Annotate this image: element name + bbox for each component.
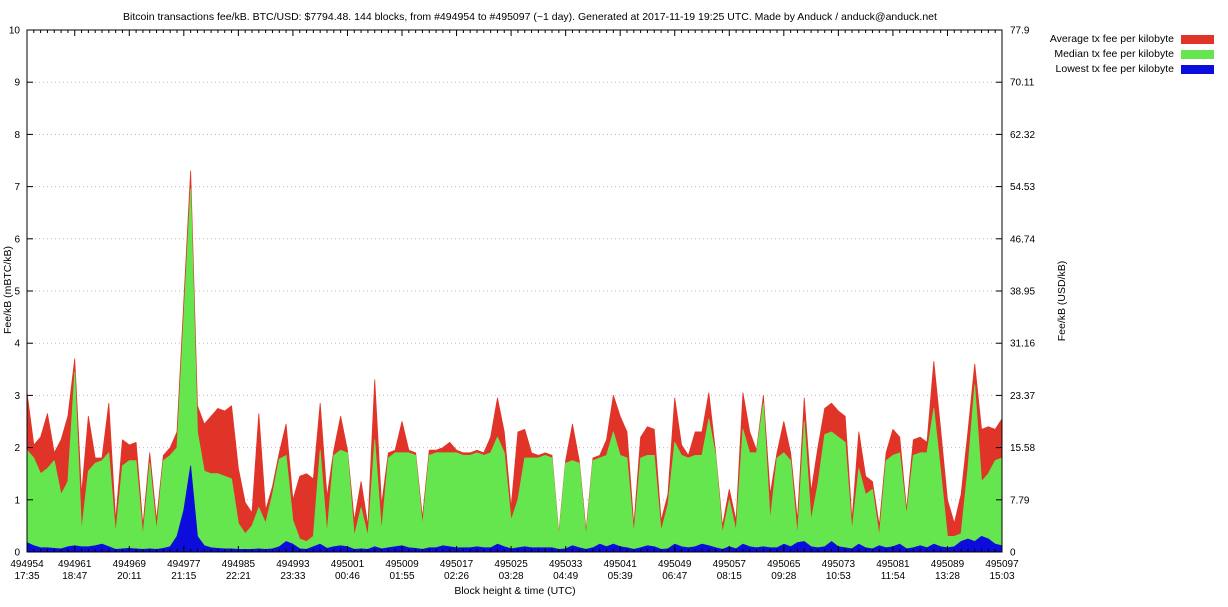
left-tick-label: 9 <box>14 78 20 89</box>
x-tick-time-label: 01:55 <box>389 571 414 582</box>
x-tick-time-label: 11:54 <box>881 571 906 582</box>
right-tick-label: 62.32 <box>1010 130 1035 141</box>
left-tick-label: 1 <box>14 495 20 506</box>
x-tick-block-label: 494969 <box>113 559 147 570</box>
legend-item: Average tx fee per kilobyte <box>1050 33 1214 45</box>
x-tick-time-label: 00:46 <box>335 571 360 582</box>
left-tick-label: 3 <box>14 391 20 402</box>
x-tick-block-label: 495097 <box>985 559 1019 570</box>
x-tick-time-label: 22:21 <box>226 571 251 582</box>
left-tick-label: 0 <box>14 548 20 559</box>
left-tick-label: 2 <box>14 443 20 454</box>
x-tick-block-label: 495025 <box>494 559 528 570</box>
x-tick-block-label: 494961 <box>58 559 92 570</box>
x-tick-time-label: 06:47 <box>662 571 687 582</box>
legend-swatch <box>1181 49 1214 59</box>
x-tick-block-label: 495081 <box>876 559 910 570</box>
x-tick-block-label: 495057 <box>713 559 747 570</box>
legend-label: Median tx fee per kilobyte <box>1054 48 1174 60</box>
x-tick-time-label: 17:35 <box>14 571 39 582</box>
x-tick-time-label: 13:28 <box>935 571 960 582</box>
x-tick-time-label: 02:26 <box>444 571 469 582</box>
x-tick-time-label: 20:11 <box>117 571 142 582</box>
legend-label: Lowest tx fee per kilobyte <box>1055 63 1174 75</box>
right-axis-title: Fee/kB (USD/kB) <box>1056 260 1068 342</box>
x-tick-time-label: 04:49 <box>553 571 578 582</box>
x-tick-time-label: 21:15 <box>171 571 196 582</box>
axis-tick-labels: 0 1 2 3 4 5 6 7 8 9 10 0 7.79 15.58 23.37 31.16 38.95 46.… <box>9 26 1036 583</box>
left-tick-label: 8 <box>14 130 20 141</box>
left-tick-label: 6 <box>14 234 20 245</box>
right-tick-label: 46.74 <box>1010 234 1035 245</box>
legend-label: Average tx fee per kilobyte <box>1049 33 1174 45</box>
legend: Average tx fee per kilobyte Median tx fee… <box>1050 33 1214 75</box>
x-tick-time-label: 10:53 <box>826 571 851 582</box>
x-tick-time-label: 05:39 <box>608 571 633 582</box>
x-tick-block-label: 495041 <box>603 559 637 570</box>
left-axis-title: Fee/kB (mBTC/kB) <box>2 245 14 335</box>
x-tick-time-label: 09:28 <box>771 571 796 582</box>
x-tick-block-label: 494993 <box>276 559 310 570</box>
right-tick-label: 23.37 <box>1010 391 1035 402</box>
right-tick-label: 38.95 <box>1010 287 1035 298</box>
x-tick-time-label: 23:33 <box>280 571 305 582</box>
x-tick-block-label: 495033 <box>549 559 583 570</box>
legend-item: Lowest tx fee per kilobyte <box>1050 63 1214 75</box>
x-tick-time-label: 15:03 <box>989 571 1014 582</box>
left-tick-label: 4 <box>14 339 20 350</box>
x-tick-block-label: 495073 <box>822 559 856 570</box>
x-tick-block-label: 495001 <box>331 559 365 570</box>
x-tick-block-label: 495049 <box>658 559 692 570</box>
x-tick-block-label: 494977 <box>167 559 201 570</box>
x-tick-block-label: 495009 <box>385 559 419 570</box>
x-tick-time-label: 03:28 <box>499 571 524 582</box>
right-tick-label: 70.11 <box>1010 78 1035 89</box>
x-tick-block-label: 495017 <box>440 559 474 570</box>
x-tick-block-label: 494954 <box>10 559 44 570</box>
gridlines <box>27 81 1002 501</box>
x-tick-time-label: 18:47 <box>62 571 87 582</box>
x-tick-time-label: 08:15 <box>717 571 742 582</box>
series-area-median <box>26 188 1003 553</box>
x-tick-block-label: 495065 <box>767 559 801 570</box>
right-tick-label: 54.53 <box>1010 182 1035 193</box>
right-tick-label: 77.9 <box>1010 26 1030 37</box>
right-tick-label: 15.58 <box>1010 443 1035 454</box>
x-tick-block-label: 495089 <box>931 559 965 570</box>
series-area-lowest <box>26 465 1003 553</box>
axis-ticks <box>26 29 1003 553</box>
left-tick-label: 10 <box>9 26 21 37</box>
left-tick-label: 7 <box>14 182 20 193</box>
right-tick-label: 7.79 <box>1010 495 1030 506</box>
x-axis-title: Block height & time (UTC) <box>454 585 576 597</box>
legend-swatch <box>1181 64 1214 74</box>
right-tick-label: 31.16 <box>1010 339 1035 350</box>
x-tick-block-label: 494985 <box>222 559 256 570</box>
left-tick-label: 5 <box>14 287 20 298</box>
chart-title: Bitcoin transactions fee/kB. BTC/USD: $7… <box>123 11 937 23</box>
legend-item: Median tx fee per kilobyte <box>1050 48 1214 60</box>
right-tick-label: 0 <box>1010 548 1016 559</box>
legend-swatch <box>1181 34 1214 44</box>
